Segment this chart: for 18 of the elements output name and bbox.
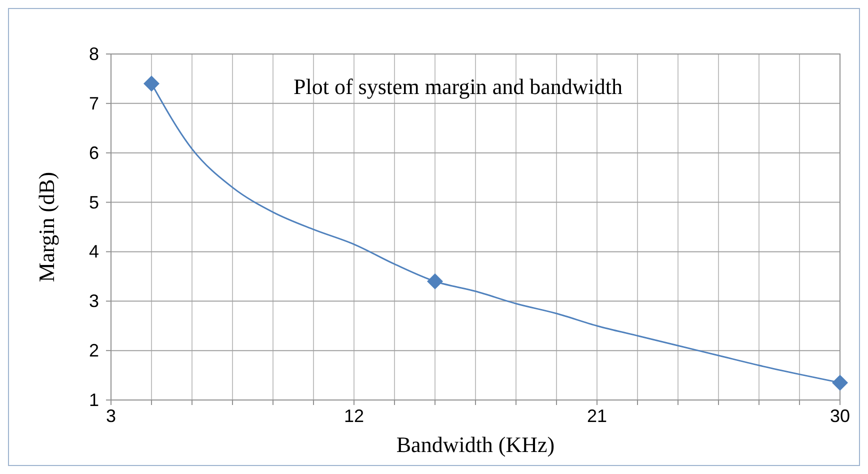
point	[832, 374, 848, 391]
text: Plot of system margin and bandwidth	[294, 74, 622, 99]
x-tick-label: 12	[344, 406, 364, 426]
x-axis-title: Bandwidth (KHz)	[396, 432, 555, 457]
x-tick-label: 21	[586, 406, 608, 426]
y-tick-label: 8	[88, 44, 99, 64]
y-axis-title: Margin (dB)	[34, 172, 59, 282]
y-tick-label: 3	[88, 291, 99, 312]
y-tick-label: 5	[88, 192, 99, 212]
y-tick-label: 1	[88, 390, 99, 410]
y-tick-label: 7	[88, 93, 99, 114]
x-tick-label: 3	[106, 406, 116, 426]
y-tick-label: 4	[88, 242, 99, 262]
y-tick-label: 2	[88, 340, 99, 361]
point	[144, 76, 160, 92]
x-tick-label: 30	[830, 406, 850, 426]
point	[427, 273, 443, 290]
y-tick-label: 6	[88, 142, 99, 163]
